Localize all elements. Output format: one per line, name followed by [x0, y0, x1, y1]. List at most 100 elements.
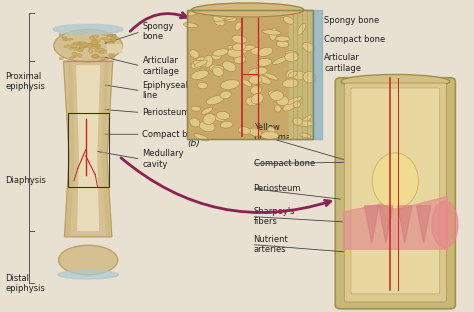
Ellipse shape [283, 79, 299, 88]
Polygon shape [417, 206, 431, 243]
Ellipse shape [58, 270, 118, 279]
Ellipse shape [62, 37, 67, 39]
Ellipse shape [296, 121, 315, 126]
Ellipse shape [201, 107, 213, 114]
Ellipse shape [94, 48, 104, 52]
Bar [187, 10, 313, 139]
Ellipse shape [109, 37, 116, 40]
FancyBboxPatch shape [344, 83, 447, 302]
Bar [312, 10, 322, 139]
Ellipse shape [232, 43, 246, 51]
Ellipse shape [267, 127, 275, 133]
Ellipse shape [285, 52, 299, 61]
Ellipse shape [69, 47, 74, 49]
Ellipse shape [372, 153, 419, 209]
Text: Compact bone: Compact bone [143, 130, 204, 139]
Ellipse shape [283, 17, 294, 24]
Ellipse shape [217, 111, 230, 119]
Ellipse shape [100, 57, 105, 60]
Ellipse shape [209, 64, 221, 72]
Ellipse shape [270, 91, 283, 101]
Ellipse shape [222, 61, 236, 71]
Ellipse shape [70, 56, 76, 58]
Ellipse shape [194, 134, 209, 141]
Ellipse shape [251, 47, 263, 55]
Ellipse shape [183, 23, 198, 28]
Ellipse shape [194, 60, 207, 67]
Ellipse shape [109, 54, 115, 57]
Bar [187, 10, 313, 139]
Ellipse shape [303, 42, 315, 52]
Ellipse shape [85, 43, 94, 46]
Ellipse shape [79, 47, 84, 50]
Ellipse shape [111, 35, 116, 37]
Ellipse shape [89, 36, 95, 40]
Ellipse shape [248, 128, 262, 136]
Bar [289, 10, 312, 139]
Bar [68, 113, 109, 187]
Polygon shape [379, 206, 393, 243]
Ellipse shape [191, 3, 304, 17]
Ellipse shape [213, 14, 226, 22]
Text: Periosteum: Periosteum [254, 184, 301, 193]
Ellipse shape [196, 57, 209, 64]
Ellipse shape [258, 47, 273, 56]
Ellipse shape [297, 23, 306, 35]
Ellipse shape [251, 93, 264, 104]
Ellipse shape [432, 201, 458, 248]
Polygon shape [64, 61, 113, 237]
Text: Diaphysis: Diaphysis [5, 176, 46, 185]
Ellipse shape [199, 121, 215, 132]
FancyBboxPatch shape [351, 88, 440, 294]
Text: Endosteum: Endosteum [376, 103, 424, 112]
Ellipse shape [99, 50, 108, 54]
Ellipse shape [100, 37, 108, 40]
Bar [107, 44, 121, 52]
Ellipse shape [106, 34, 116, 37]
Ellipse shape [240, 47, 247, 53]
Text: Spongy
bone: Spongy bone [143, 22, 174, 41]
Ellipse shape [224, 15, 237, 22]
Ellipse shape [213, 67, 223, 76]
Ellipse shape [301, 115, 311, 125]
FancyBboxPatch shape [335, 78, 456, 309]
Polygon shape [365, 206, 379, 243]
Ellipse shape [275, 8, 289, 17]
Ellipse shape [88, 49, 93, 53]
Text: Yellow
bone marrow: Yellow bone marrow [254, 123, 310, 142]
Ellipse shape [77, 53, 82, 57]
Ellipse shape [191, 70, 209, 80]
Ellipse shape [285, 97, 302, 105]
Ellipse shape [275, 36, 290, 41]
Ellipse shape [188, 9, 199, 16]
Ellipse shape [220, 80, 239, 90]
Ellipse shape [92, 44, 100, 46]
Polygon shape [66, 61, 74, 237]
Ellipse shape [53, 24, 123, 34]
Ellipse shape [256, 58, 272, 66]
Ellipse shape [263, 30, 281, 35]
Ellipse shape [300, 133, 311, 138]
Ellipse shape [111, 37, 117, 42]
Ellipse shape [193, 60, 206, 67]
Ellipse shape [207, 95, 224, 105]
Polygon shape [77, 66, 100, 231]
Ellipse shape [239, 45, 255, 51]
Text: Proximal
epiphysis: Proximal epiphysis [5, 72, 46, 91]
Text: Medullary
cavity: Medullary cavity [143, 149, 184, 169]
Ellipse shape [77, 43, 82, 46]
Ellipse shape [95, 45, 100, 48]
Ellipse shape [246, 97, 259, 106]
Ellipse shape [107, 35, 116, 37]
Ellipse shape [273, 56, 288, 65]
Ellipse shape [83, 44, 92, 47]
Ellipse shape [212, 65, 224, 73]
Ellipse shape [109, 46, 118, 50]
Ellipse shape [303, 71, 316, 83]
Polygon shape [343, 196, 447, 249]
Ellipse shape [72, 42, 81, 44]
Ellipse shape [190, 50, 199, 58]
Ellipse shape [232, 35, 247, 43]
Ellipse shape [286, 70, 295, 78]
Polygon shape [102, 61, 110, 237]
